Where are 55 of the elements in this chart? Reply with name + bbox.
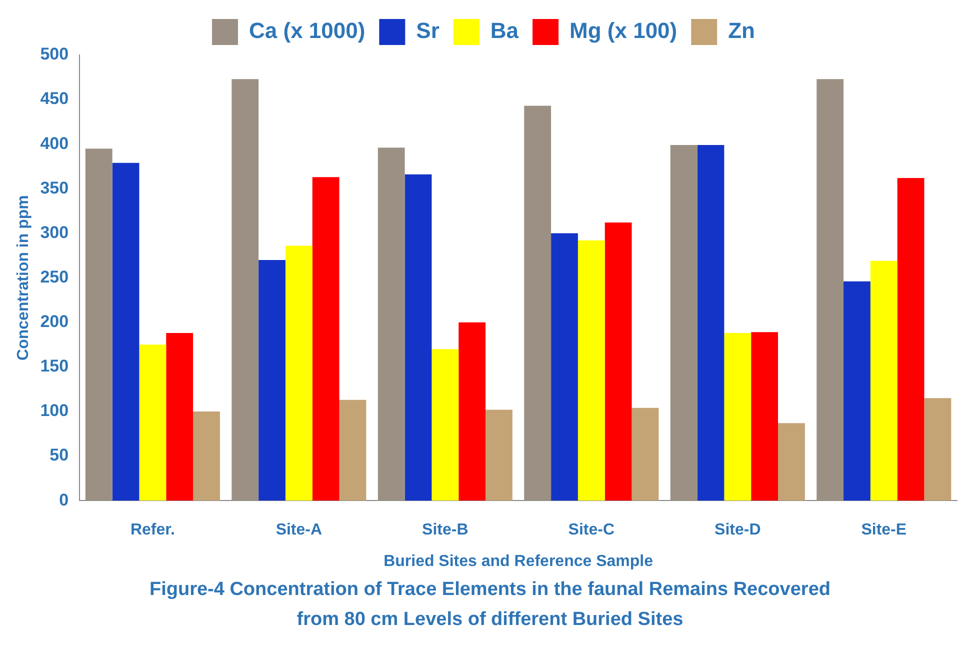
x-tick-label: Refer. [130, 522, 175, 539]
bar [778, 423, 805, 501]
bar [524, 106, 552, 501]
text: Figure-4 Concentration of Trace Elements in the faunal Remains Recovered from 80 cm Levels of different Buried Sites [148, 578, 832, 632]
y-tick-label: 100 [40, 401, 69, 420]
y-tick-label: 50 [50, 446, 69, 465]
bar [232, 79, 259, 501]
bar [604, 222, 632, 501]
bar [632, 408, 659, 501]
bar [378, 148, 405, 501]
y-axis-title: Concentration in ppm [15, 195, 32, 360]
bar [432, 349, 459, 501]
y-tick-label: 450 [40, 89, 69, 108]
bar [458, 322, 486, 501]
legend-label: Ba [490, 18, 520, 44]
bar [724, 333, 752, 501]
bar [697, 145, 724, 501]
bar [258, 260, 286, 501]
bar [166, 333, 194, 501]
y-tick-label: 200 [40, 312, 69, 332]
x-axis-title: Buried Sites and Reference Sample [384, 552, 654, 570]
y-tick-label: 250 [40, 267, 69, 286]
x-tick-label: Site-E [861, 522, 907, 539]
x-tick-label: Site-B [422, 522, 468, 539]
y-tick-label: 400 [40, 134, 69, 153]
legend-label: Mg (x 100) [570, 18, 678, 44]
bar [551, 233, 578, 501]
bar [816, 79, 844, 501]
bar [486, 410, 512, 501]
bar [85, 148, 112, 501]
x-tick-label: Site-C [568, 522, 615, 539]
legend-label: Zn [728, 18, 756, 44]
bar [285, 246, 312, 501]
bar [670, 145, 698, 501]
bar [578, 240, 605, 501]
y-tick-label: 150 [40, 356, 69, 376]
bar [870, 260, 898, 501]
bar [139, 344, 166, 501]
bar [312, 177, 340, 501]
bar [339, 400, 366, 501]
legend-label: Ca (x 1000) [249, 18, 366, 44]
y-tick-label: 300 [40, 222, 69, 242]
bar [193, 411, 220, 501]
bar [897, 178, 924, 501]
bar [404, 174, 432, 501]
bar [924, 398, 952, 501]
bar [751, 332, 778, 501]
y-tick-label: 500 [40, 44, 69, 64]
y-tick-label: 350 [40, 178, 69, 198]
x-tick-label: Site-A [276, 522, 322, 539]
y-tick-label: 0 [59, 490, 69, 510]
bar [112, 162, 140, 501]
bar [844, 281, 870, 501]
legend-label: Sr [416, 18, 440, 44]
x-tick-label: Site-D [714, 522, 761, 539]
